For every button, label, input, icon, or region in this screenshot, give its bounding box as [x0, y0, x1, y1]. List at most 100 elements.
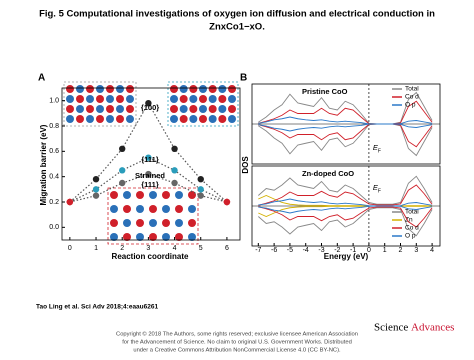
atom: [110, 205, 118, 213]
x-tick-label: 1: [94, 245, 98, 252]
dos-curve: [258, 91, 433, 125]
x-tick-label: 3: [146, 245, 150, 252]
barrier-point: [197, 186, 204, 193]
ef-sub: F: [378, 148, 381, 154]
atom: [126, 85, 134, 93]
ef-label: E: [373, 143, 379, 152]
atom: [208, 95, 217, 103]
barrier-point: [92, 186, 100, 193]
atom: [76, 115, 84, 123]
y-tick-label: 0.2: [49, 199, 59, 206]
legend-label: O p: [405, 102, 416, 109]
barrier-point: [197, 192, 204, 199]
annotation: Strained: [135, 171, 165, 180]
x-tick-label: 3: [414, 247, 418, 254]
copyright: for the Advancement of Science. No claim…: [122, 340, 352, 346]
atom: [123, 233, 131, 241]
atom: [106, 115, 114, 123]
atom: [199, 95, 207, 103]
dos-curve: [258, 198, 433, 207]
copyright: under a Creative Commons Attribution Non…: [133, 348, 341, 354]
y-tick-label: 0.0: [49, 224, 59, 231]
atom: [136, 233, 144, 241]
atom: [76, 105, 84, 113]
atom: [162, 205, 170, 213]
atom: [179, 115, 188, 123]
barrier-point: [223, 198, 231, 206]
x-tick-label: 2: [120, 245, 124, 252]
dos-curve: [258, 123, 433, 148]
barrier-point: [119, 179, 126, 187]
atom: [123, 205, 131, 213]
atom: [170, 105, 178, 113]
legend-label: Total: [405, 209, 419, 216]
title: ZnxCo1−xO.: [209, 22, 265, 33]
dos-curve: [258, 184, 433, 206]
barrier-point: [92, 176, 100, 183]
dos-curve: [258, 207, 433, 237]
x-tick-label: 0: [68, 245, 72, 252]
ef-sub: F: [378, 188, 381, 194]
atom: [76, 95, 84, 103]
x-tick-label: -1: [350, 247, 356, 254]
legend-label: Co d: [405, 94, 419, 101]
dos-curve: [258, 100, 433, 125]
legend-label: Total: [405, 86, 419, 93]
atom: [162, 191, 170, 199]
barrier-point: [197, 176, 204, 183]
y-tick-label: 1.0: [49, 98, 59, 105]
x-label: Reaction coordinate: [112, 252, 189, 261]
x-tick-label: 0: [367, 247, 371, 254]
logo: Advances: [411, 322, 454, 334]
atom: [179, 95, 188, 103]
legend-label: O p: [405, 233, 416, 240]
atom: [208, 105, 217, 113]
annotation: {100}: [141, 103, 159, 112]
atom: [189, 95, 198, 103]
x-tick-label: 4: [173, 245, 177, 252]
panel-title: Pristine CoO: [302, 87, 348, 96]
atom: [175, 219, 183, 227]
atom: [208, 115, 217, 123]
atom: [96, 85, 104, 93]
atom: [116, 85, 124, 93]
atom: [123, 219, 131, 227]
atom: [126, 95, 134, 103]
atom: [110, 191, 118, 199]
y-label: Migration barrier (eV): [39, 124, 48, 205]
barrier-point: [171, 145, 178, 152]
barrier-point: [92, 192, 100, 199]
atom: [170, 115, 178, 123]
atom: [228, 85, 236, 93]
dos-curve: [258, 195, 433, 207]
atom: [228, 95, 236, 103]
copyright: Copyright © 2018 The Authors, some right…: [116, 331, 358, 338]
x-label: Energy (eV): [324, 252, 369, 261]
crystal-frame: [167, 81, 239, 127]
atom: [76, 85, 84, 93]
atom: [66, 95, 74, 103]
barrier-point: [171, 179, 178, 187]
barrier-point: [171, 167, 178, 174]
barrier-point: [145, 154, 152, 161]
title: Fig. 5 Computational investigations of o…: [39, 9, 435, 20]
x-tick-label: -4: [303, 247, 309, 254]
atom: [136, 219, 144, 227]
legend-label: Co d: [405, 225, 419, 232]
atom: [126, 105, 134, 113]
atom: [123, 191, 131, 199]
panel-label: A: [38, 73, 45, 84]
atom: [228, 105, 236, 113]
atom: [116, 95, 124, 103]
atom: [175, 191, 183, 199]
dos-curve: [258, 116, 433, 125]
atom: [162, 219, 170, 227]
atom: [116, 105, 124, 113]
atom: [189, 105, 198, 113]
annotation: {111}: [141, 155, 159, 164]
dos-curve: [258, 123, 433, 157]
y-tick-label: 0.8: [49, 123, 59, 130]
atom: [149, 219, 157, 227]
dos-curve: [258, 205, 433, 217]
x-tick-label: 6: [225, 245, 229, 252]
